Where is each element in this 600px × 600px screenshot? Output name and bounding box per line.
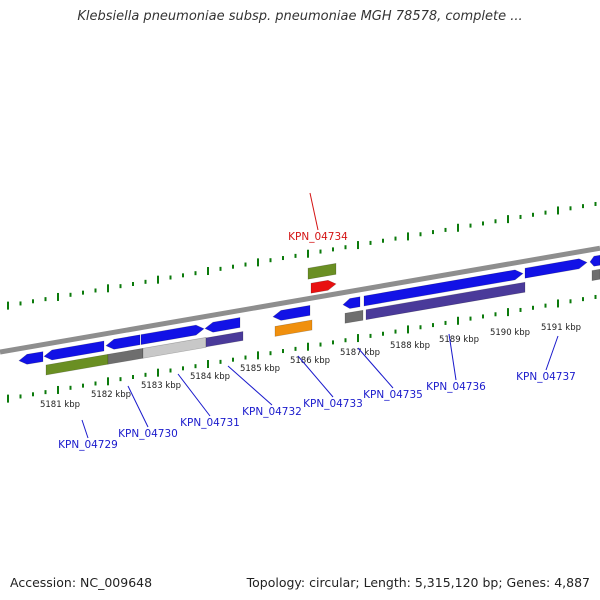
scale-label: 5181 kbp [40,400,80,410]
genome-backbone [0,245,600,355]
gene-label-leader [448,333,457,381]
cds-arrow[interactable] [140,324,205,345]
cds-arrow[interactable] [272,305,311,321]
gene-label-leader [309,192,319,231]
cds-arrow[interactable] [342,296,361,309]
gene-label-leader [177,373,211,417]
scale-label: 5191 kbp [541,323,581,333]
gene-feature-light[interactable] [142,337,207,359]
cds-arrow[interactable] [524,258,588,279]
highlighted-cds-red[interactable] [310,279,337,294]
topology-text: Topology: circular; Length: 5,315,120 bp… [246,575,590,590]
gene-label[interactable]: KPN_04731 [180,417,240,429]
gene-label-leader [545,335,559,371]
gene-label[interactable]: KPN_04730 [118,428,178,440]
gene-feature-purple[interactable] [205,331,244,348]
scale-label: 5184 kbp [190,372,230,382]
gene-feature-purple[interactable] [365,281,526,321]
gene-label[interactable]: KPN_04729 [58,439,118,451]
gene-label-leader [297,355,334,398]
scale-label: 5190 kbp [490,328,530,338]
scale-label: 5189 kbp [439,335,479,345]
gene-label[interactable]: KPN_04736 [426,381,486,393]
gene-label-leader [357,347,394,389]
accession-text: Accession: NC_009648 [10,575,153,590]
cds-arrow[interactable] [18,351,44,365]
cds-arrow[interactable] [204,317,241,333]
cds-arrow[interactable] [589,254,600,267]
scale-label: 5185 kbp [240,364,280,374]
gene-label-leader [227,365,273,406]
gene-label-leader [81,419,89,439]
scale-label: 5182 kbp [91,390,131,400]
cds-arrow[interactable] [105,334,141,350]
cds-arrow[interactable] [363,269,524,307]
gene-feature-gray[interactable] [107,347,144,365]
cds-arrow[interactable] [43,340,105,361]
highlighted-gene-green[interactable] [307,263,337,280]
gene-label-leader [127,385,149,428]
scale-label: 5183 kbp [141,381,181,391]
gene-label[interactable]: KPN_04734 [288,231,348,243]
scale-label: 5187 kbp [340,348,380,358]
gene-feature-orange[interactable] [274,319,313,337]
gene-label[interactable]: KPN_04737 [516,371,576,383]
gene-label[interactable]: KPN_04732 [242,406,302,418]
gene-label[interactable]: KPN_04733 [303,398,363,410]
scale-label: 5188 kbp [390,341,430,351]
gene-feature-gray[interactable] [591,268,600,281]
gene-feature-gray[interactable] [344,309,364,324]
map-title: Klebsiella pneumoniae subsp. pneumoniae … [77,9,523,24]
gene-label[interactable]: KPN_04735 [363,389,423,401]
scale-label: 5186 kbp [290,356,330,366]
